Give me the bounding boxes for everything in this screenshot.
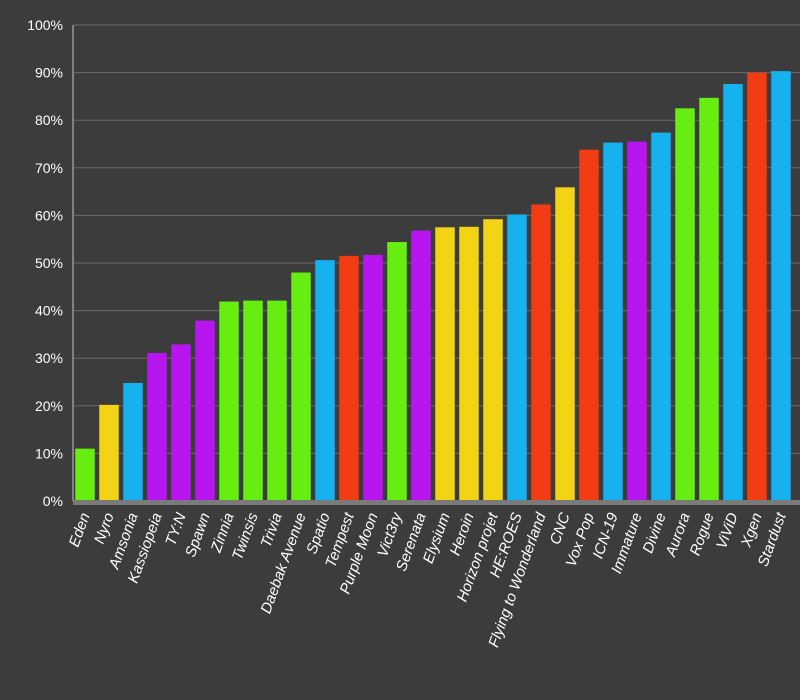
bar	[507, 214, 527, 501]
bar	[315, 260, 335, 501]
bar	[219, 301, 239, 501]
y-tick-labels: 0% 10% 20% 30% 40% 50% 60% 70% 80% 90% 100%	[27, 17, 63, 509]
bar	[291, 272, 311, 501]
bar	[267, 300, 287, 501]
bar	[675, 108, 695, 502]
bar	[747, 72, 767, 501]
bar	[435, 227, 455, 502]
bar	[147, 352, 167, 501]
y-tick-label: 0%	[43, 493, 63, 509]
bar	[627, 141, 647, 501]
bar	[411, 230, 431, 501]
y-tick-label: 30%	[35, 350, 63, 366]
bar	[75, 448, 95, 501]
bar	[339, 255, 359, 501]
bar	[483, 219, 503, 501]
bar	[651, 132, 671, 501]
x-axis-line	[73, 500, 800, 505]
axis-layer	[72, 25, 800, 505]
bar	[195, 320, 215, 501]
bar	[699, 97, 719, 501]
bar	[771, 71, 791, 502]
bar	[171, 344, 191, 501]
bar	[123, 382, 143, 501]
y-tick-label: 100%	[27, 17, 63, 33]
y-tick-label: 50%	[35, 255, 63, 271]
bar	[243, 300, 263, 501]
bar	[459, 226, 479, 501]
x-tick-labels: EdenNyroAmsoniaKassiopeiaTY:NSpawnZinnia…	[66, 509, 790, 649]
bar	[603, 142, 623, 501]
y-tick-label: 70%	[35, 160, 63, 176]
bar	[363, 254, 383, 501]
y-tick-label: 60%	[35, 207, 63, 223]
bar	[387, 242, 407, 501]
y-tick-label: 10%	[35, 445, 63, 461]
y-tick-label: 40%	[35, 303, 63, 319]
y-tick-label: 90%	[35, 65, 63, 81]
y-tick-label: 20%	[35, 398, 63, 414]
bar	[555, 187, 575, 501]
bar	[579, 149, 599, 501]
bars-layer	[75, 71, 791, 502]
bar	[723, 84, 743, 502]
x-tick-label: Eden	[66, 511, 94, 550]
y-tick-label: 80%	[35, 112, 63, 128]
bar	[531, 204, 551, 501]
bar	[99, 404, 119, 501]
